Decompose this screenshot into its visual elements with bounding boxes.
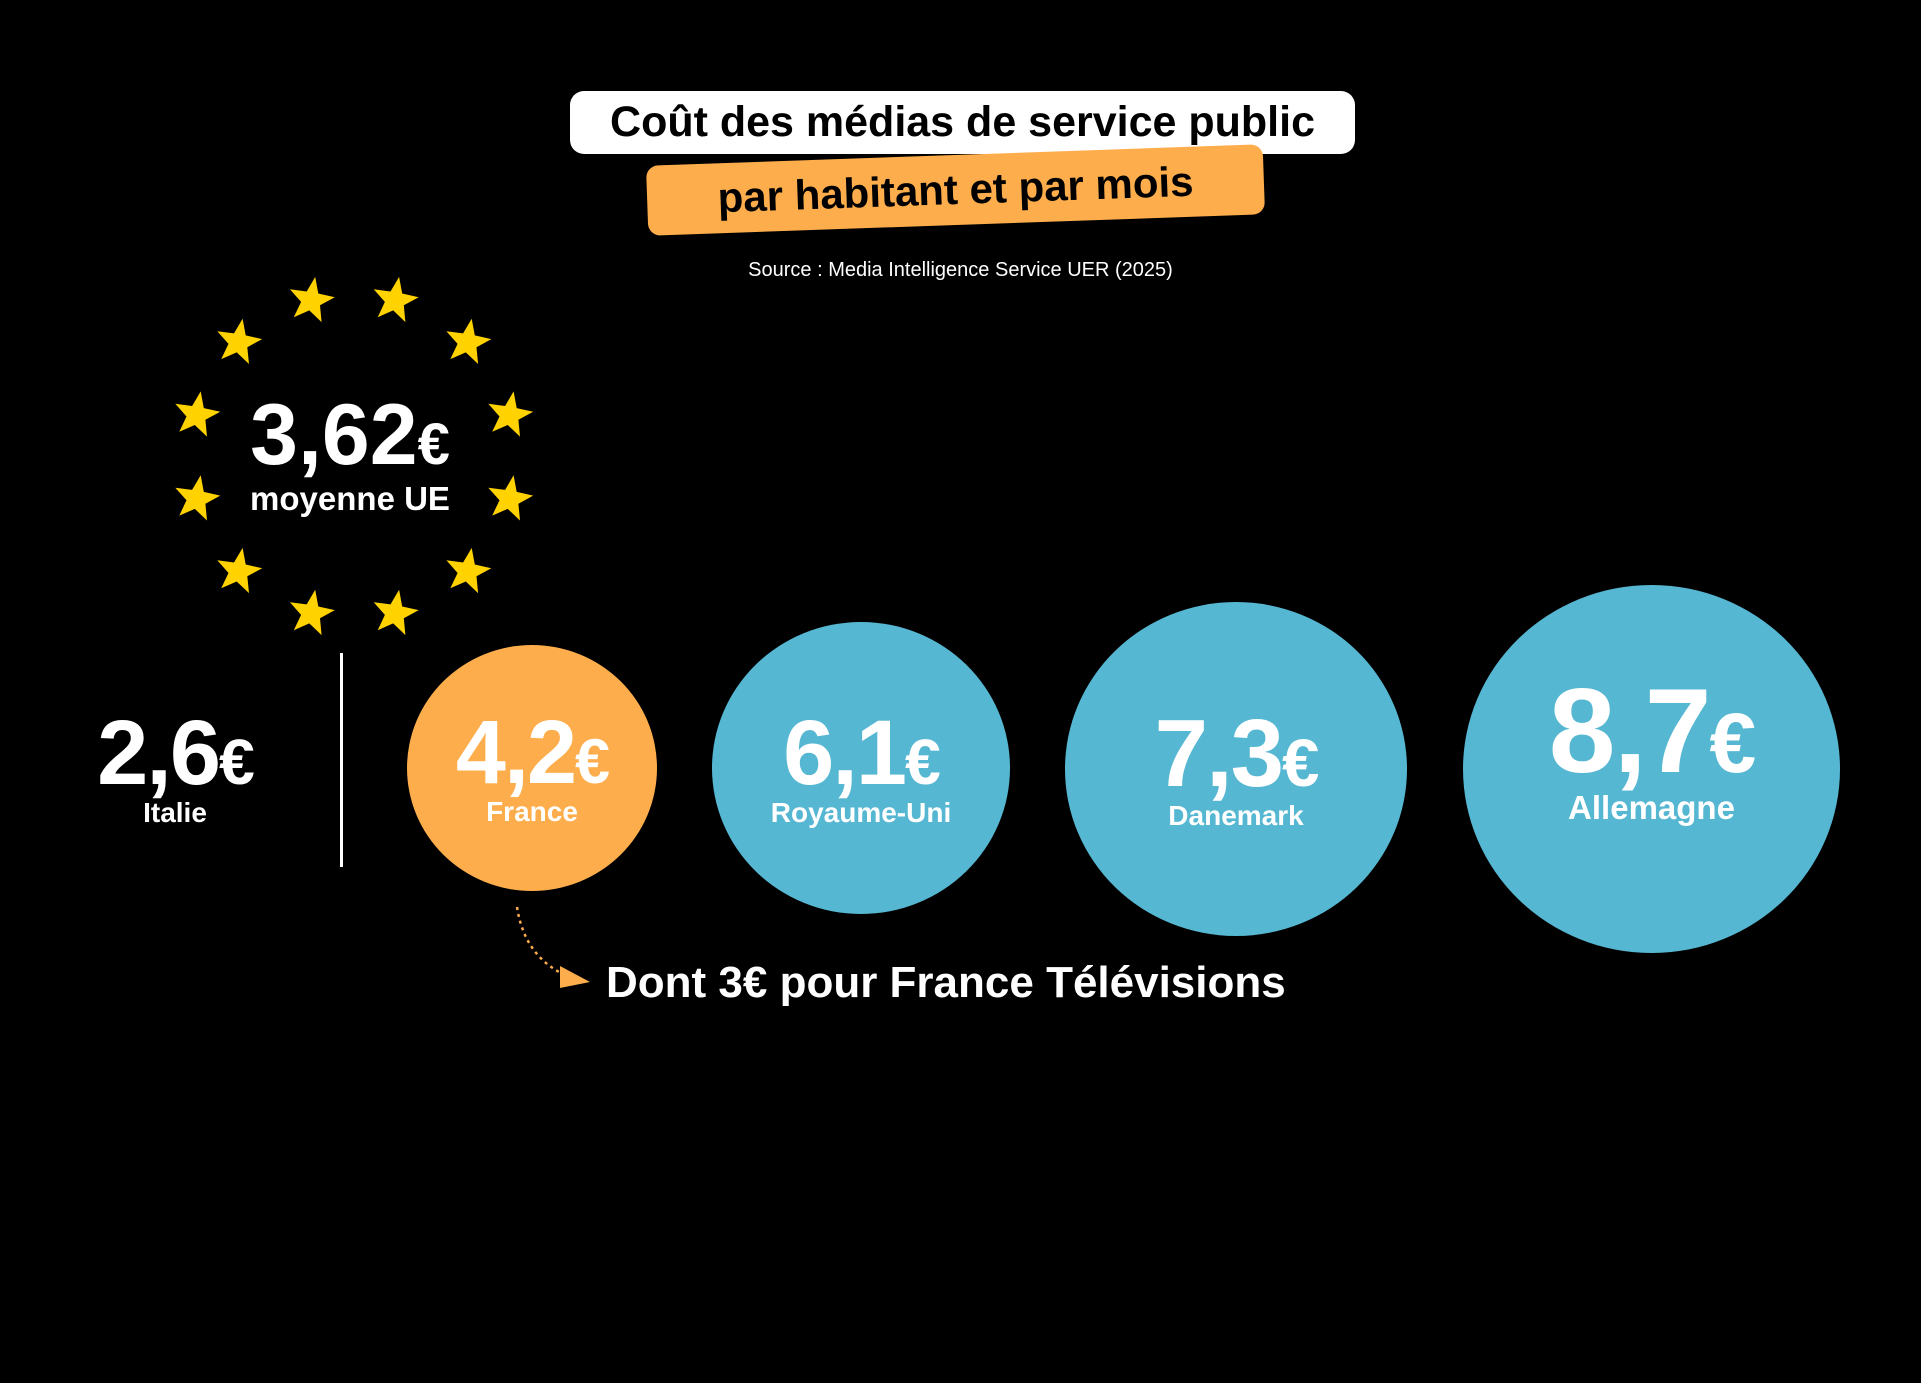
star-icon bbox=[175, 475, 221, 521]
eu-average-currency: € bbox=[417, 412, 450, 477]
value-number: 2,6 bbox=[97, 702, 221, 804]
star-icon bbox=[446, 547, 492, 594]
value-currency: € bbox=[905, 726, 941, 798]
country-danemark: 7,3€ Danemark bbox=[1065, 602, 1407, 936]
star-icon bbox=[217, 547, 263, 594]
value-currency: € bbox=[1282, 726, 1319, 801]
star-icon bbox=[488, 475, 534, 521]
value-number: 8,7 bbox=[1548, 664, 1712, 798]
country-label: France bbox=[486, 796, 578, 827]
dotted-arrow-icon bbox=[515, 906, 590, 988]
france-televisions-note: Dont 3€ pour France Télévisions bbox=[606, 958, 1286, 1007]
star-icon bbox=[289, 276, 335, 323]
star-icon bbox=[217, 318, 263, 364]
eu-average-value: 3,62€ bbox=[200, 392, 500, 478]
star-icon bbox=[373, 589, 419, 636]
country-value: 2,6€ bbox=[97, 707, 255, 799]
country-label: Allemagne bbox=[1568, 789, 1735, 826]
country-value: 7,3€ bbox=[1155, 706, 1320, 802]
star-icon bbox=[289, 589, 335, 636]
country-label: Italie bbox=[143, 797, 207, 828]
country-label: Royaume-Uni bbox=[770, 797, 952, 828]
right-strip bbox=[1798, 0, 1921, 1081]
eu-stars-icon bbox=[175, 276, 534, 636]
source-text: Source : Media Intelligence Service UER … bbox=[748, 259, 1173, 281]
country-value: 6,1€ bbox=[783, 707, 941, 799]
star-icon bbox=[373, 276, 419, 323]
title-text: Coût des médias de service public bbox=[610, 98, 1315, 146]
divider bbox=[340, 653, 343, 867]
value-number: 6,1 bbox=[783, 702, 907, 804]
country-value: 4,2€ bbox=[456, 708, 610, 798]
country-label: Danemark bbox=[1168, 800, 1304, 831]
value-currency: € bbox=[575, 727, 610, 797]
value-currency: € bbox=[1709, 696, 1757, 790]
country-royaume-uni: 6,1€ Royaume-Uni bbox=[712, 622, 1010, 914]
country-value: 8,7€ bbox=[1549, 671, 1757, 791]
page-title: Coût des médias de service public bbox=[570, 91, 1355, 154]
value-number: 7,3 bbox=[1154, 700, 1284, 807]
country-allemagne: 8,7€ Allemagne bbox=[1463, 585, 1840, 953]
star-icon bbox=[175, 391, 221, 437]
country-france: 4,2€ France bbox=[407, 645, 657, 891]
star-icon bbox=[488, 391, 534, 437]
eu-average-number: 3,62 bbox=[250, 387, 418, 483]
eu-average-label: moyenne UE bbox=[250, 480, 450, 517]
value-number: 4,2 bbox=[455, 703, 577, 803]
country-italie: 2,6€ Italie bbox=[75, 668, 275, 868]
star-icon bbox=[446, 318, 492, 364]
value-currency: € bbox=[219, 726, 255, 798]
